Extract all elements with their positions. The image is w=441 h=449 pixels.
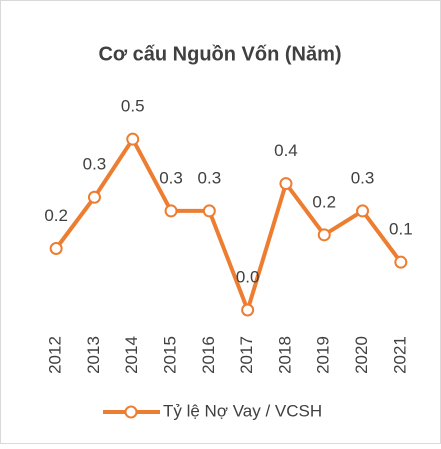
data-label: 0.2 <box>312 192 336 211</box>
x-tick-label: 2012 <box>46 336 65 374</box>
series-line <box>54 137 403 312</box>
x-tick-label: 2021 <box>390 336 409 374</box>
x-tick-label: 2015 <box>161 336 180 374</box>
data-point <box>356 204 370 218</box>
data-label: 0.0 <box>236 267 260 286</box>
data-label: 0.2 <box>44 206 68 225</box>
data-label: 0.3 <box>159 168 183 187</box>
chart-title: Cơ cấu Nguồn Vốn (Năm) <box>98 43 341 65</box>
legend-label: Tỷ lệ Nợ Vay / VCSH <box>163 401 322 420</box>
data-point <box>241 303 255 317</box>
data-point <box>49 242 63 255</box>
x-tick-label: 2019 <box>314 336 333 374</box>
data-point <box>394 255 408 269</box>
data-label: 0.3 <box>198 168 222 187</box>
data-point <box>164 204 178 218</box>
data-label: 0.3 <box>351 168 375 187</box>
data-label: 0.1 <box>389 220 413 239</box>
legend-marker <box>124 405 138 419</box>
data-point <box>126 132 140 146</box>
x-tick-label: 2013 <box>84 336 103 374</box>
x-tick-label: 2020 <box>352 336 371 374</box>
data-point <box>87 190 101 204</box>
data-point <box>279 177 293 191</box>
x-tick-label: 2017 <box>237 336 256 374</box>
data-point <box>202 204 216 218</box>
x-tick-label: 2014 <box>122 336 141 374</box>
data-point <box>317 228 331 242</box>
data-label: 0.4 <box>274 141 298 160</box>
x-tick-label: 2018 <box>275 336 294 374</box>
data-label: 0.3 <box>83 155 107 174</box>
data-label: 0.5 <box>121 97 145 116</box>
x-tick-label: 2016 <box>199 336 218 374</box>
